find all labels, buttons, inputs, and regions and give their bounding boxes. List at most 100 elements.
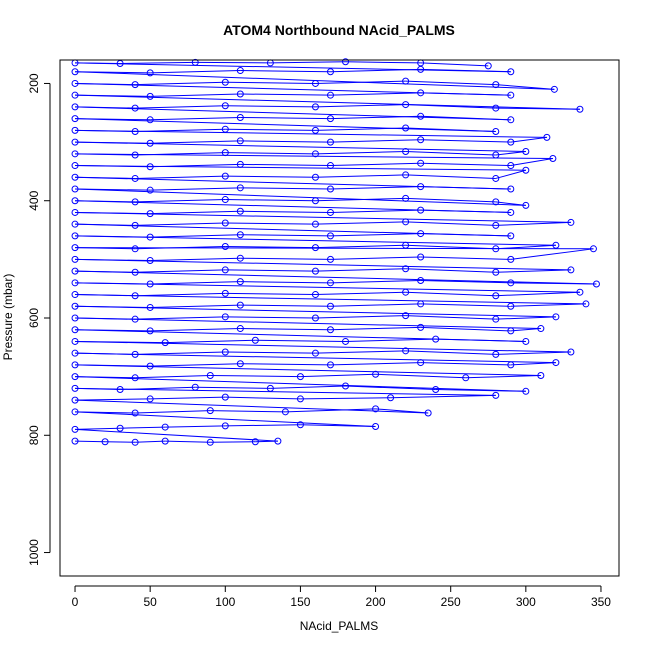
series-segment xyxy=(135,292,226,297)
data-point xyxy=(221,393,229,401)
series-segment xyxy=(75,305,556,318)
data-point xyxy=(146,233,154,241)
data-point xyxy=(462,374,470,382)
chart-title: ATOM4 Northbound NAcid_PALMS xyxy=(223,22,455,38)
data-point xyxy=(432,386,440,394)
data-point xyxy=(576,105,584,113)
data-point xyxy=(507,255,515,263)
data-point xyxy=(372,370,380,378)
data-point xyxy=(342,58,350,66)
series-segment xyxy=(150,187,241,191)
data-point xyxy=(71,91,79,99)
data-point xyxy=(326,232,334,240)
data-point xyxy=(116,386,124,394)
data-point xyxy=(146,139,154,147)
data-point xyxy=(492,198,500,206)
series-segment xyxy=(75,211,151,215)
data-point xyxy=(326,68,334,76)
data-point xyxy=(507,185,515,193)
data-point xyxy=(71,255,79,263)
series-segment xyxy=(75,94,580,110)
data-point xyxy=(131,268,139,276)
data-point xyxy=(326,279,334,287)
series-segment xyxy=(240,328,331,331)
y-tick-label: 600 xyxy=(27,308,41,328)
series-segment xyxy=(150,304,241,308)
data-point xyxy=(146,280,154,288)
series-segment xyxy=(240,210,331,213)
series-segment xyxy=(75,94,151,97)
series-segment xyxy=(330,209,421,213)
series-segment xyxy=(315,174,406,178)
data-point xyxy=(251,438,259,446)
series-segment xyxy=(420,62,489,67)
data-point xyxy=(417,253,425,261)
series-segment xyxy=(225,245,316,249)
series-segment xyxy=(135,269,226,273)
series-segment xyxy=(315,150,406,155)
series-segment xyxy=(420,139,511,143)
data-point xyxy=(552,313,560,321)
series-segment xyxy=(210,410,286,413)
data-point xyxy=(71,291,79,299)
data-point xyxy=(146,69,154,77)
series-segment xyxy=(405,80,496,86)
data-point xyxy=(326,115,334,123)
series-segment xyxy=(135,351,226,355)
data-point xyxy=(492,221,500,229)
series-segment xyxy=(150,396,226,400)
data-point xyxy=(71,279,79,287)
y-axis: 200 400 600 800 1000 xyxy=(27,73,51,566)
data-point xyxy=(131,104,139,112)
data-point xyxy=(311,349,319,357)
data-point xyxy=(221,102,229,110)
data-point xyxy=(116,424,124,432)
data-point xyxy=(221,78,229,86)
data-point xyxy=(417,136,425,144)
y-tick-label: 400 xyxy=(27,190,41,210)
series-segment xyxy=(330,279,421,284)
x-tick-label: 200 xyxy=(366,595,386,609)
data-point xyxy=(131,315,139,323)
data-point xyxy=(221,313,229,321)
data-point xyxy=(507,162,515,170)
data-point xyxy=(507,327,515,335)
data-point xyxy=(492,315,500,323)
data-point xyxy=(402,124,410,132)
series-segment xyxy=(75,258,151,262)
series-segment xyxy=(150,210,241,215)
series-segment xyxy=(75,340,166,344)
series-segment xyxy=(75,352,136,355)
data-point xyxy=(326,185,334,193)
data-point xyxy=(146,210,154,218)
data-point xyxy=(417,89,425,97)
series-segment xyxy=(495,351,571,355)
data-point xyxy=(537,371,545,379)
data-point xyxy=(281,408,289,416)
series-segment xyxy=(150,328,241,332)
data-point xyxy=(71,384,79,392)
series-segment xyxy=(225,222,316,225)
x-tick-label: 0 xyxy=(72,595,79,609)
series-segment xyxy=(75,399,429,414)
series-segment xyxy=(75,294,586,305)
x-tick-label: 50 xyxy=(143,595,157,609)
data-point xyxy=(221,149,229,157)
series-segment xyxy=(75,305,151,308)
series-segment xyxy=(165,425,226,428)
y-tick-label: 800 xyxy=(27,425,41,445)
data-point xyxy=(236,160,244,168)
x-axis: 0 50 100 150 200 250 300 350 xyxy=(72,585,611,609)
data-point xyxy=(417,276,425,284)
data-point xyxy=(146,186,154,194)
series-segment xyxy=(405,315,496,320)
data-point xyxy=(326,361,334,369)
data-point xyxy=(146,163,154,171)
series-segment xyxy=(150,140,241,144)
series-segment xyxy=(270,61,346,64)
series-segment xyxy=(75,176,136,179)
series-segment xyxy=(75,364,151,367)
series-segment xyxy=(330,256,421,260)
series-segment xyxy=(330,233,421,237)
series-segment xyxy=(420,162,511,167)
